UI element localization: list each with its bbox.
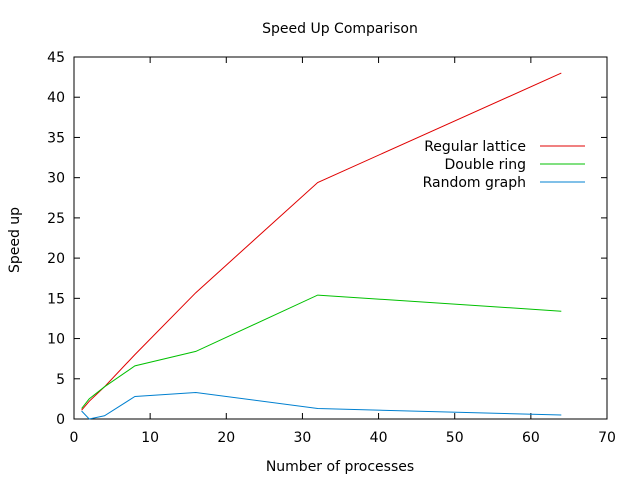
y-tick-label: 35 [47,130,65,146]
y-tick-label: 20 [47,251,65,267]
chart-title: Speed Up Comparison [262,21,418,37]
legend: Regular lattice Double ring Random graph [423,139,585,191]
y-tick-label: 10 [47,332,65,348]
y-tick-label: 30 [47,171,65,187]
y-axis-label: Speed up [7,207,23,273]
x-tick-label: 50 [446,430,464,446]
x-axis-label: Number of processes [266,459,414,475]
series-line-random-graph [81,391,562,420]
x-tick-label: 60 [522,430,540,446]
x-tick-label: 0 [70,430,79,446]
plot-frame [73,56,608,420]
legend-label-double-ring: Double ring [445,157,526,173]
y-tick-label: 15 [47,291,65,307]
x-tick-label: 10 [141,430,159,446]
x-tick-label: 30 [294,430,312,446]
series-line-regular-lattice [81,72,562,411]
y-tick-label: 40 [47,90,65,106]
legend-label-random-graph: Random graph [423,175,526,191]
axis-ticks: 0 10 20 30 40 50 60 70 0 5 10 15 20 25 30 35 40 45 [47,50,616,446]
series-line-double-ring [81,294,562,409]
x-tick-label: 70 [598,430,616,446]
y-tick-label: 0 [56,412,65,428]
y-tick-label: 5 [56,372,65,388]
y-tick-label: 45 [47,50,65,66]
series-lines [81,72,562,420]
x-tick-label: 40 [370,430,388,446]
x-tick-label: 20 [217,430,235,446]
y-tick-label: 25 [47,211,65,227]
legend-label-regular-lattice: Regular lattice [424,139,526,155]
